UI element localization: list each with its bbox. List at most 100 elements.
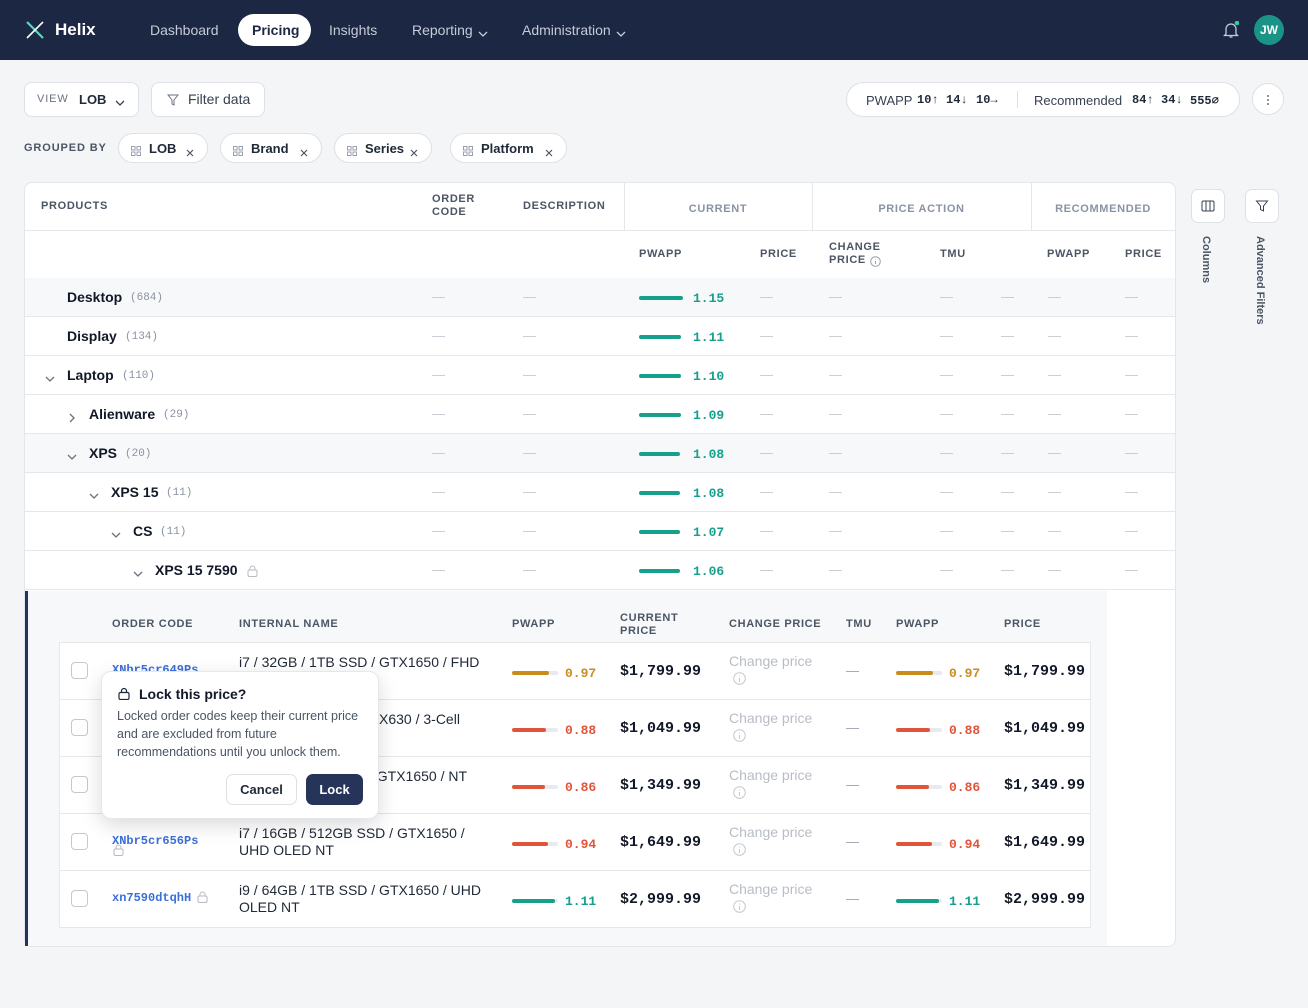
avatar[interactable]: JW xyxy=(1254,15,1284,45)
chip-icon xyxy=(347,143,357,156)
nav-item[interactable]: Reporting xyxy=(412,22,473,38)
nav-item[interactable]: Administration xyxy=(522,22,611,38)
detail-divider xyxy=(60,756,1090,757)
row-checkbox[interactable] xyxy=(71,719,88,736)
rail-label[interactable]: Columns xyxy=(1200,236,1212,284)
empty-cell: — xyxy=(1125,445,1138,460)
bell-icon[interactable] xyxy=(1222,20,1240,39)
table-row[interactable] xyxy=(25,512,1175,551)
info-icon xyxy=(733,729,746,742)
row-checkbox[interactable] xyxy=(71,776,88,793)
row-count: (11) xyxy=(160,526,187,538)
pwapp-value: 0.86 xyxy=(949,780,981,795)
internal-name: i7 / 16GB / 512GB SSD / GTX1650 / UHD OL… xyxy=(239,825,465,858)
col-header: PRODUCTS xyxy=(41,200,109,212)
rec-price: $1,799.99 xyxy=(1004,663,1086,680)
sub-header: PRICE xyxy=(1125,248,1162,260)
empty-cell: — xyxy=(523,328,536,343)
view-value: LOB xyxy=(79,92,107,107)
funnel xyxy=(166,94,180,106)
tmu-value: — xyxy=(846,777,859,792)
lock-glyph xyxy=(118,687,130,701)
filter-icon xyxy=(166,93,180,106)
pwapp-value: 1.11 xyxy=(565,894,597,909)
lock-glyph xyxy=(247,565,258,577)
empty-cell: — xyxy=(523,562,536,577)
empty-cell: — xyxy=(432,367,445,382)
table-row[interactable] xyxy=(25,551,1175,590)
chevron xyxy=(616,26,626,37)
order-code[interactable]: XNbr5cr656Ps xyxy=(112,834,199,848)
order-code[interactable]: xn7590dtqhH xyxy=(112,891,192,905)
row-count: (11) xyxy=(166,487,193,499)
detail-divider xyxy=(60,870,1090,871)
pwapp-bar xyxy=(639,335,682,339)
table-row[interactable] xyxy=(25,278,1175,317)
change-price-input[interactable]: Change price xyxy=(729,653,813,669)
sub-header: TMU xyxy=(940,248,966,260)
chip-remove xyxy=(300,144,308,157)
detail-header: CHANGE PRICE xyxy=(729,618,822,630)
table-row[interactable] xyxy=(25,473,1175,512)
x-glyph[interactable] xyxy=(300,149,308,157)
table-row[interactable] xyxy=(25,434,1175,473)
table-row[interactable] xyxy=(25,317,1175,356)
cancel-button[interactable]: Cancel xyxy=(226,774,297,805)
pwapp-value: 0.94 xyxy=(949,837,981,852)
change-price-input[interactable]: Change price xyxy=(729,824,813,840)
chevron-icon xyxy=(115,100,125,106)
change-price-input[interactable]: Change price xyxy=(729,767,813,783)
nav-item[interactable]: Pricing xyxy=(252,22,300,38)
tmu-value: — xyxy=(846,720,859,735)
detail-header: TMU xyxy=(846,618,872,630)
x-glyph[interactable] xyxy=(186,149,194,157)
chip-text: Brand xyxy=(251,141,289,156)
table-row[interactable] xyxy=(25,356,1175,395)
empty-cell: — xyxy=(760,367,773,382)
pwapp-value: 0.97 xyxy=(565,666,597,681)
filter-button[interactable] xyxy=(151,82,265,117)
logo-mark xyxy=(26,21,44,39)
empty-cell: — xyxy=(1001,484,1014,499)
lock-button[interactable]: Lock xyxy=(306,774,363,805)
x-glyph[interactable] xyxy=(545,149,553,157)
empty-cell: — xyxy=(760,562,773,577)
table-row[interactable] xyxy=(25,395,1175,434)
nav-item[interactable]: Insights xyxy=(329,22,378,38)
chevron-icon xyxy=(111,532,121,538)
pwapp-bar xyxy=(639,491,681,495)
empty-cell: — xyxy=(829,523,842,538)
empty-cell: — xyxy=(432,562,445,577)
chevron xyxy=(89,488,99,499)
current-price: $1,349.99 xyxy=(620,777,702,794)
rail-label[interactable]: Advanced Filters xyxy=(1254,236,1266,325)
rail-icon xyxy=(1255,199,1269,213)
view-select[interactable] xyxy=(24,82,139,117)
rec-stat: 555∅ xyxy=(1190,94,1219,108)
filter-text: Filter data xyxy=(188,91,251,107)
group-chip[interactable] xyxy=(334,133,432,163)
rail-button[interactable] xyxy=(1191,189,1225,223)
group-chip[interactable] xyxy=(118,133,208,163)
change-price-input[interactable]: Change price xyxy=(729,710,813,726)
rec-price: $1,049.99 xyxy=(1004,720,1086,737)
pwapp-bar xyxy=(512,728,546,732)
pwapp-value: 1.06 xyxy=(693,564,725,579)
change-price-input[interactable]: Change price xyxy=(729,881,813,897)
sub-header: CHANGE PRICE xyxy=(829,241,881,266)
chip-text: Platform xyxy=(481,141,534,156)
empty-cell: — xyxy=(829,562,842,577)
internal-name: i9 / 64GB / 1TB SSD / GTX1650 / UHD OLED… xyxy=(239,882,481,915)
nav-item[interactable]: Dashboard xyxy=(150,22,219,38)
nav-pill[interactable] xyxy=(238,14,311,46)
row-checkbox[interactable] xyxy=(71,890,88,907)
rail-button[interactable] xyxy=(1245,189,1279,223)
empty-cell: — xyxy=(1125,484,1138,499)
row-name: Laptop xyxy=(67,367,114,383)
empty-cell: — xyxy=(523,289,536,304)
x-glyph[interactable] xyxy=(410,149,418,157)
rail-icon xyxy=(1201,199,1215,213)
chip-text: Series xyxy=(365,141,405,156)
row-checkbox[interactable] xyxy=(71,833,88,850)
row-checkbox[interactable] xyxy=(71,662,88,679)
